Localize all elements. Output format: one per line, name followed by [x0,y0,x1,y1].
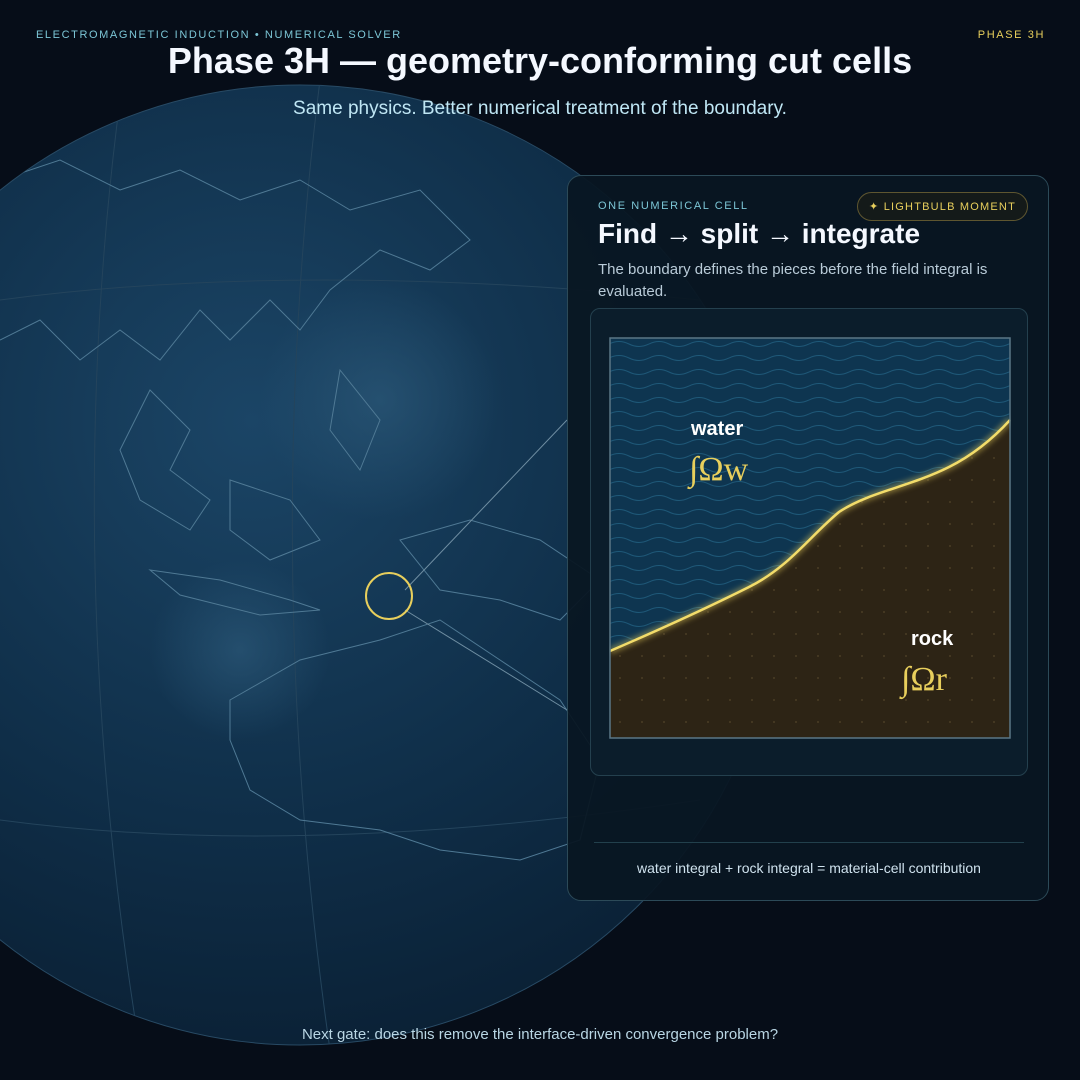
phase-tag: PHASE 3H [977,29,1045,41]
rock-integral: ∫Ωr [899,661,948,700]
title: Phase 3H — geometry-conforming cut cells [167,40,913,81]
badge: ✦ LIGHTBULB MOMENT [857,192,1028,221]
footer-note: Next gate: does this remove the interfac… [301,1026,779,1043]
water-integral: ∫Ωw [687,451,749,490]
equation: water integral + rock integral = materia… [637,860,981,876]
card-description: The boundary defines the pieces before t… [598,261,988,300]
subtitle: Same physics. Better numerical treatment… [293,98,787,119]
rock-label: rock [911,628,954,650]
cell-frame [609,337,1011,739]
divider [594,842,1024,843]
rock-texture [610,420,1010,738]
cell-panel: water ∫Ωw rock ∫Ωr [590,308,1028,776]
boundary [609,419,1011,653]
info-card: ONE NUMERICAL CELL ✦ LIGHTBULB MOMENT Fi… [567,175,1049,901]
water-label: water [690,418,743,440]
graticule [0,85,701,1045]
glow [150,560,330,740]
coastline [0,159,471,361]
eyebrow: ONE NUMERICAL CELL [598,200,749,212]
islands [119,368,381,616]
kicker: ELECTROMAGNETIC INDUCTION • NUMERICAL SO… [36,29,402,41]
callout-line [404,609,568,711]
focus-ring [365,572,413,620]
callout-line [404,419,568,591]
card-title: Find → split → integrate [598,218,921,249]
glow [260,280,500,520]
cut-cell: water ∫Ωw rock ∫Ωr [609,337,1011,739]
